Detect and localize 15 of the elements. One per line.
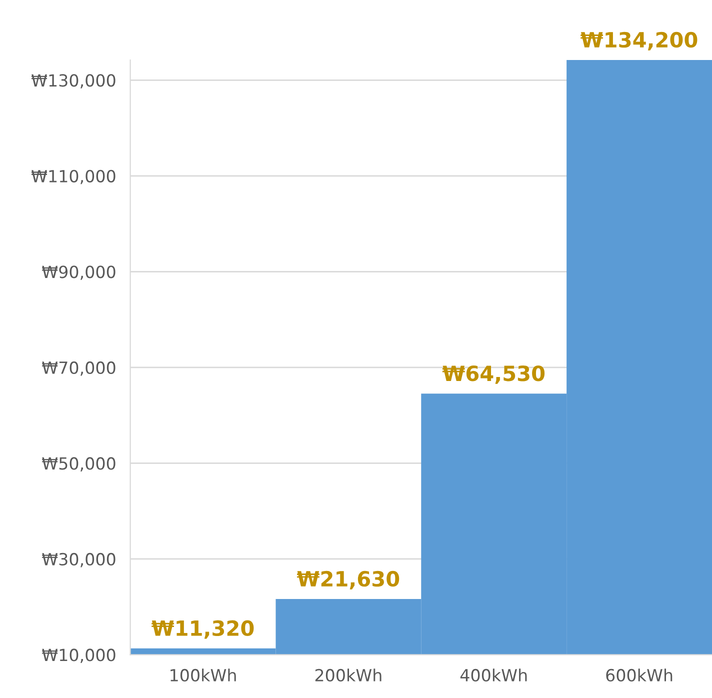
y-tick-label: ₩50,000 [42,457,116,472]
data-label: ₩11,320 [152,620,254,639]
y-tick-label: ₩30,000 [42,552,116,568]
y-tick-label: ₩10,000 [42,648,116,663]
data-label: ₩21,630 [297,570,400,590]
x-tick-label: 600kWh [606,668,672,682]
y-tick-label: ₩90,000 [42,266,116,280]
y-tick-label: ₩110,000 [31,170,116,184]
data-label: ₩64,530 [442,365,545,384]
data-label: ₩134,200 [580,32,698,50]
x-tick-label: 400kWh [460,668,527,682]
x-tick-label: 200kWh [315,668,382,682]
y-tick-label: ₩130,000 [31,74,116,88]
x-tick-label: 100kWh [170,668,236,682]
y-tick-label: ₩70,000 [42,361,116,376]
